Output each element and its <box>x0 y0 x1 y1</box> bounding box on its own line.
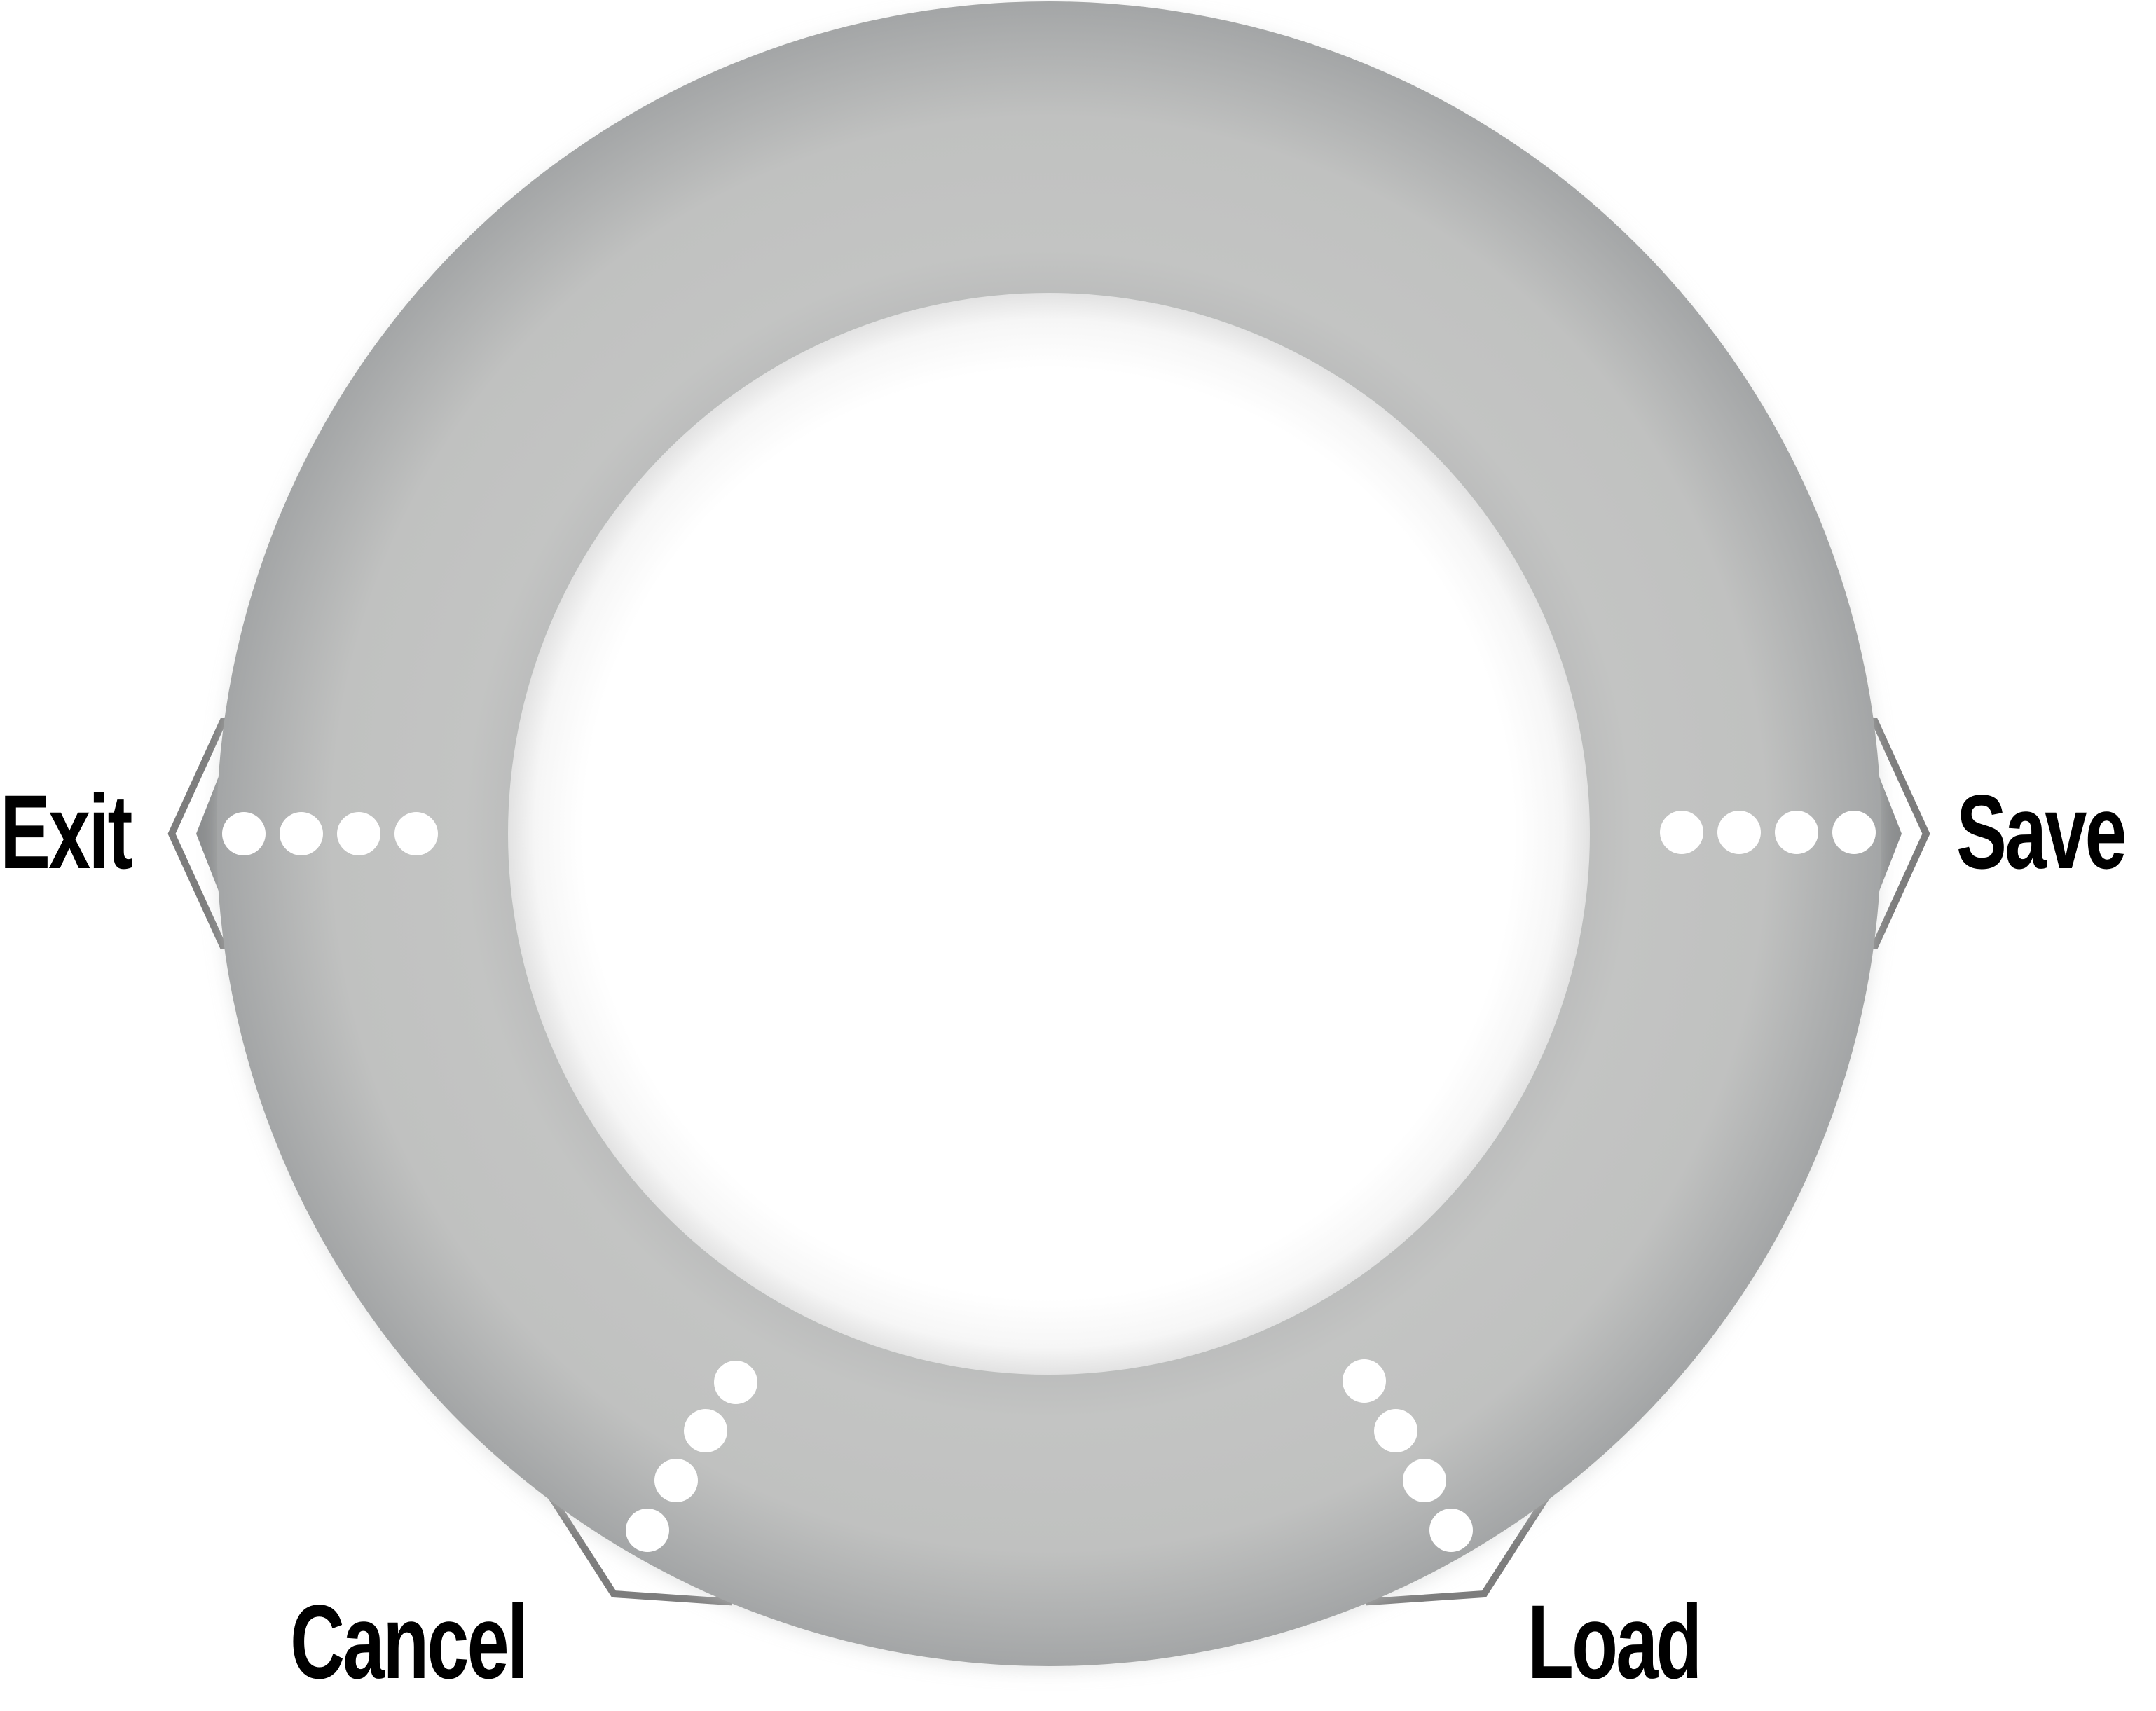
save-option-label[interactable]: Save <box>1956 773 2127 891</box>
indicator-dots-save <box>1660 811 1876 854</box>
indicator-dot <box>1429 1509 1473 1552</box>
indicator-dot <box>1343 1359 1386 1403</box>
indicator-dot <box>1775 811 1818 854</box>
indicator-dot <box>684 1409 727 1452</box>
indicator-dot <box>1832 811 1876 854</box>
indicator-dot <box>714 1361 757 1404</box>
indicator-dot <box>1660 811 1703 854</box>
indicator-dot <box>337 812 380 856</box>
indicator-dot <box>626 1509 669 1552</box>
indicator-dots-exit <box>222 812 438 856</box>
indicator-dots-cancel <box>626 1361 757 1552</box>
ring-center-hole <box>508 293 1590 1375</box>
indicator-dot <box>1717 811 1761 854</box>
indicator-dots-load <box>1343 1359 1473 1552</box>
indicator-dot <box>280 812 323 856</box>
indicator-dot <box>394 812 438 856</box>
cancel-option-label[interactable]: Cancel <box>290 1583 528 1700</box>
indicator-dot <box>1403 1459 1446 1502</box>
exit-option-label[interactable]: Exit <box>0 773 132 891</box>
indicator-dot <box>222 812 266 856</box>
indicator-dot <box>1374 1409 1417 1452</box>
indicator-dot <box>654 1459 698 1502</box>
load-option-label[interactable]: Load <box>1527 1583 1702 1700</box>
